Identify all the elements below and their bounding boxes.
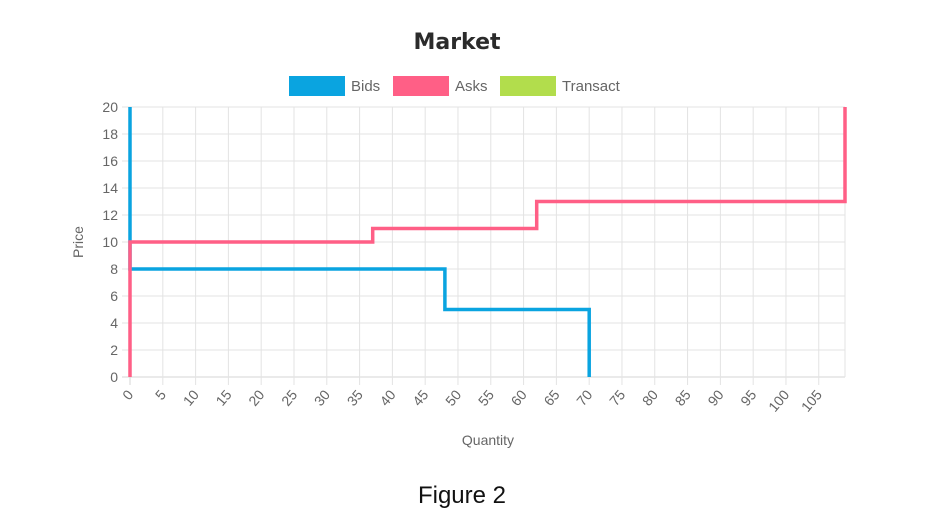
x-tick-label: 5	[152, 386, 169, 402]
y-tick-label: 0	[110, 369, 118, 385]
y-axis-title: Price	[70, 226, 86, 258]
chart-grid	[122, 106, 846, 385]
y-tick-label: 8	[110, 261, 118, 277]
y-tick-label: 6	[110, 288, 118, 304]
y-tick-label: 20	[102, 99, 118, 115]
x-tick-label: 55	[475, 386, 497, 408]
x-tick-label: 0	[119, 386, 136, 402]
figure-caption: Figure 2	[418, 482, 506, 509]
y-tick-label: 4	[110, 315, 118, 331]
x-axis-ticks: 0 5 10 15 20 25 30 35 40 45 50 55 60 65 70 75 80 85 90 95 10…	[119, 386, 825, 414]
legend-swatch-bids[interactable]	[289, 76, 345, 96]
legend-swatch-asks[interactable]	[393, 76, 449, 96]
chart-legend: Bids Asks Transact	[289, 76, 621, 96]
x-axis-title: Quantity	[462, 432, 514, 448]
legend-label-bids[interactable]: Bids	[351, 78, 380, 95]
legend-swatch-transact[interactable]	[500, 76, 556, 96]
x-tick-label: 40	[376, 386, 398, 408]
y-tick-label: 2	[110, 342, 118, 358]
x-tick-label: 65	[540, 386, 562, 408]
x-tick-label: 60	[508, 386, 530, 408]
x-tick-label: 20	[245, 386, 267, 408]
series-line-asks	[128, 107, 847, 377]
y-tick-label: 14	[102, 180, 118, 196]
x-tick-label: 50	[442, 386, 464, 408]
chart-series	[128, 107, 847, 377]
x-tick-label: 85	[672, 386, 694, 408]
x-tick-label: 100	[765, 386, 792, 414]
x-tick-label: 25	[278, 386, 300, 408]
x-tick-label: 10	[180, 386, 202, 408]
x-tick-label: 30	[311, 386, 333, 408]
x-tick-label: 90	[704, 386, 726, 408]
x-tick-label: 80	[639, 386, 661, 408]
x-tick-label: 15	[212, 386, 234, 408]
x-tick-label: 35	[344, 386, 366, 408]
x-tick-label: 45	[409, 386, 431, 408]
y-tick-label: 18	[102, 126, 118, 142]
y-tick-label: 10	[102, 234, 118, 250]
x-tick-label: 70	[573, 386, 595, 408]
y-tick-label: 12	[102, 207, 118, 223]
x-tick-label: 95	[737, 386, 759, 408]
legend-label-transact[interactable]: Transact	[562, 78, 621, 95]
legend-label-asks[interactable]: Asks	[455, 78, 488, 95]
y-tick-label: 16	[102, 153, 118, 169]
x-tick-label: 75	[606, 386, 628, 408]
chart-title: Market	[413, 30, 501, 55]
x-tick-label: 105	[798, 386, 825, 414]
y-axis-ticks: 0 2 4 6 8 10 12 14 16 18 20	[102, 99, 118, 385]
